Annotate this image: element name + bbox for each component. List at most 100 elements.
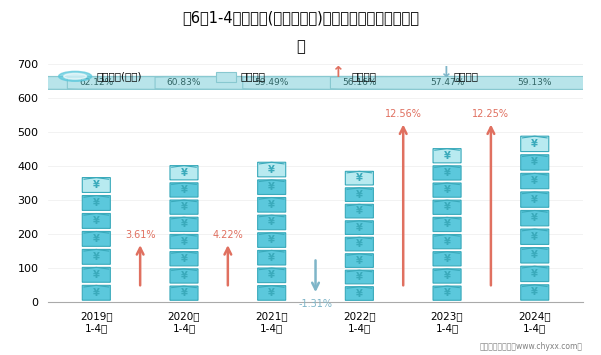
Text: ¥: ¥: [93, 216, 100, 226]
FancyBboxPatch shape: [82, 267, 111, 282]
Text: ¥: ¥: [356, 190, 363, 200]
Text: ¥: ¥: [444, 202, 451, 212]
Text: -1.31%: -1.31%: [299, 299, 332, 309]
FancyBboxPatch shape: [0, 76, 300, 89]
FancyBboxPatch shape: [520, 192, 549, 207]
FancyBboxPatch shape: [346, 171, 373, 185]
Text: 62.12%: 62.12%: [79, 78, 114, 87]
FancyBboxPatch shape: [346, 287, 373, 300]
Text: ↑: ↑: [331, 65, 343, 80]
FancyBboxPatch shape: [520, 266, 549, 282]
Text: ¥: ¥: [268, 217, 275, 228]
FancyBboxPatch shape: [346, 204, 373, 218]
FancyBboxPatch shape: [433, 166, 461, 180]
Text: ¥: ¥: [356, 289, 363, 299]
Text: ¥: ¥: [180, 288, 188, 298]
Text: ¥: ¥: [531, 157, 538, 168]
FancyBboxPatch shape: [170, 286, 198, 300]
FancyBboxPatch shape: [433, 200, 461, 214]
Text: ¥: ¥: [180, 254, 188, 264]
FancyBboxPatch shape: [346, 188, 373, 201]
Text: 59.13%: 59.13%: [517, 78, 552, 87]
FancyBboxPatch shape: [82, 250, 111, 264]
Text: 12.25%: 12.25%: [472, 109, 510, 119]
Text: ¥: ¥: [268, 200, 275, 210]
FancyBboxPatch shape: [520, 155, 549, 170]
Text: ↓: ↓: [439, 65, 451, 80]
FancyBboxPatch shape: [0, 76, 388, 89]
FancyBboxPatch shape: [433, 252, 461, 266]
Text: ¥: ¥: [444, 288, 451, 298]
FancyBboxPatch shape: [520, 248, 549, 263]
Text: ¥: ¥: [531, 176, 538, 186]
Text: ¥: ¥: [356, 206, 363, 216]
Text: ¥: ¥: [180, 271, 188, 281]
Text: ¥: ¥: [268, 288, 275, 298]
Text: 累计保费(亿元): 累计保费(亿元): [96, 71, 142, 81]
Text: ¥: ¥: [444, 151, 451, 161]
Text: ¥: ¥: [356, 239, 363, 249]
FancyBboxPatch shape: [170, 200, 198, 214]
FancyBboxPatch shape: [520, 136, 549, 152]
FancyBboxPatch shape: [520, 173, 549, 189]
Text: ¥: ¥: [93, 234, 100, 244]
Text: ¥: ¥: [531, 213, 538, 223]
FancyBboxPatch shape: [346, 254, 373, 267]
FancyBboxPatch shape: [170, 183, 198, 197]
FancyBboxPatch shape: [433, 286, 461, 300]
Text: ¥: ¥: [268, 253, 275, 263]
FancyBboxPatch shape: [258, 268, 285, 283]
Text: ¥: ¥: [356, 173, 363, 183]
FancyBboxPatch shape: [433, 183, 461, 197]
Text: ¥: ¥: [444, 185, 451, 195]
Text: ¥: ¥: [356, 272, 363, 282]
FancyBboxPatch shape: [258, 286, 285, 300]
FancyBboxPatch shape: [346, 270, 373, 284]
Text: ¥: ¥: [180, 185, 188, 195]
Text: 56.16%: 56.16%: [342, 78, 377, 87]
FancyBboxPatch shape: [170, 269, 198, 283]
Text: ¥: ¥: [444, 219, 451, 229]
Text: 3.61%: 3.61%: [125, 230, 156, 240]
FancyBboxPatch shape: [170, 217, 198, 231]
Text: ¥: ¥: [444, 271, 451, 281]
Text: ¥: ¥: [444, 254, 451, 264]
FancyBboxPatch shape: [170, 234, 198, 248]
FancyBboxPatch shape: [258, 197, 285, 212]
Text: ¥: ¥: [444, 237, 451, 247]
Text: 12.56%: 12.56%: [385, 109, 422, 119]
FancyBboxPatch shape: [67, 76, 476, 89]
FancyBboxPatch shape: [170, 166, 198, 180]
Text: 制图：智研咨询（www.chyxx.com）: 制图：智研咨询（www.chyxx.com）: [480, 343, 583, 351]
Text: ¥: ¥: [180, 168, 188, 178]
FancyBboxPatch shape: [346, 221, 373, 234]
FancyBboxPatch shape: [258, 162, 285, 177]
Text: ¥: ¥: [93, 270, 100, 280]
Text: ¥: ¥: [268, 270, 275, 280]
FancyBboxPatch shape: [258, 215, 285, 230]
FancyBboxPatch shape: [346, 237, 373, 251]
FancyBboxPatch shape: [433, 149, 461, 163]
Text: ¥: ¥: [356, 256, 363, 266]
FancyBboxPatch shape: [520, 211, 549, 226]
Text: ¥: ¥: [531, 288, 538, 297]
Text: 57.47%: 57.47%: [430, 78, 464, 87]
Text: ¥: ¥: [93, 180, 100, 190]
Text: ¥: ¥: [180, 202, 188, 212]
FancyBboxPatch shape: [170, 252, 198, 266]
Text: ¥: ¥: [531, 139, 538, 149]
FancyBboxPatch shape: [331, 76, 601, 89]
Text: ¥: ¥: [93, 252, 100, 262]
FancyBboxPatch shape: [82, 213, 111, 228]
Text: ¥: ¥: [531, 195, 538, 204]
Text: ¥: ¥: [268, 165, 275, 175]
FancyBboxPatch shape: [82, 178, 111, 192]
Text: ¥: ¥: [444, 168, 451, 178]
Text: 60.83%: 60.83%: [166, 78, 201, 87]
Text: ¥: ¥: [268, 235, 275, 245]
Text: 近6年1-4月辽宁省(不含大连市)累计原保险保费收入统计: 近6年1-4月辽宁省(不含大连市)累计原保险保费收入统计: [182, 11, 419, 26]
Text: ¥: ¥: [356, 223, 363, 233]
Text: 图: 图: [296, 39, 305, 54]
Text: ¥: ¥: [93, 288, 100, 298]
Text: ¥: ¥: [531, 269, 538, 279]
